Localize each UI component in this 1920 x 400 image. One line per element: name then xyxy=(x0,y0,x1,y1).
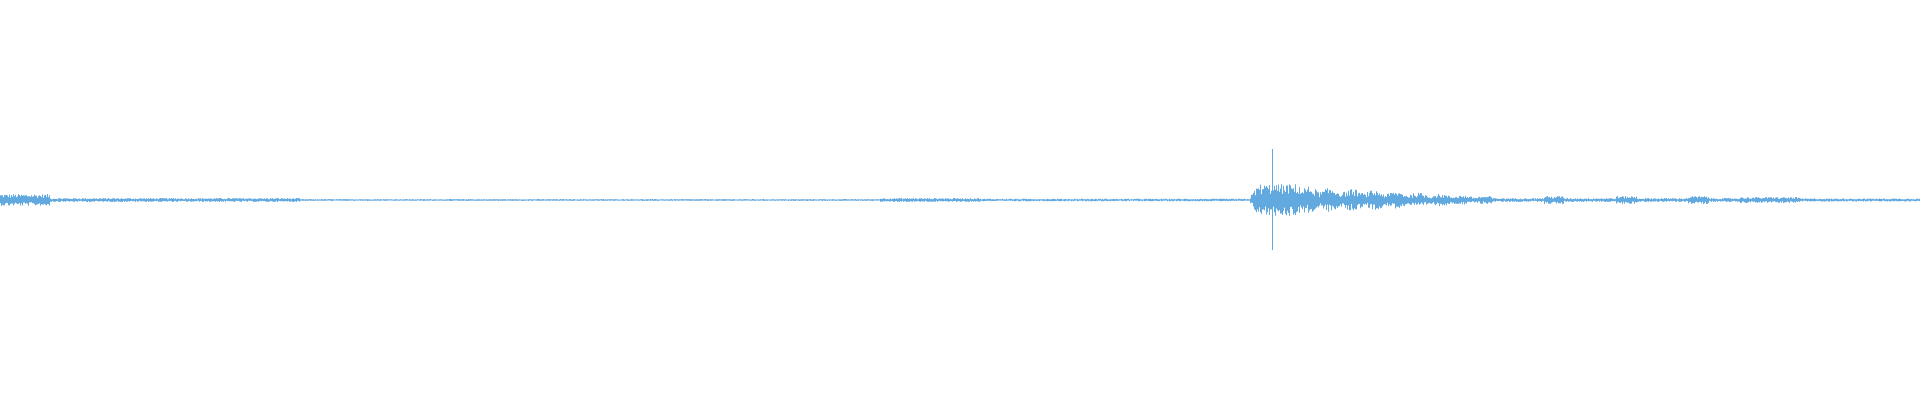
waveform xyxy=(0,149,1920,250)
